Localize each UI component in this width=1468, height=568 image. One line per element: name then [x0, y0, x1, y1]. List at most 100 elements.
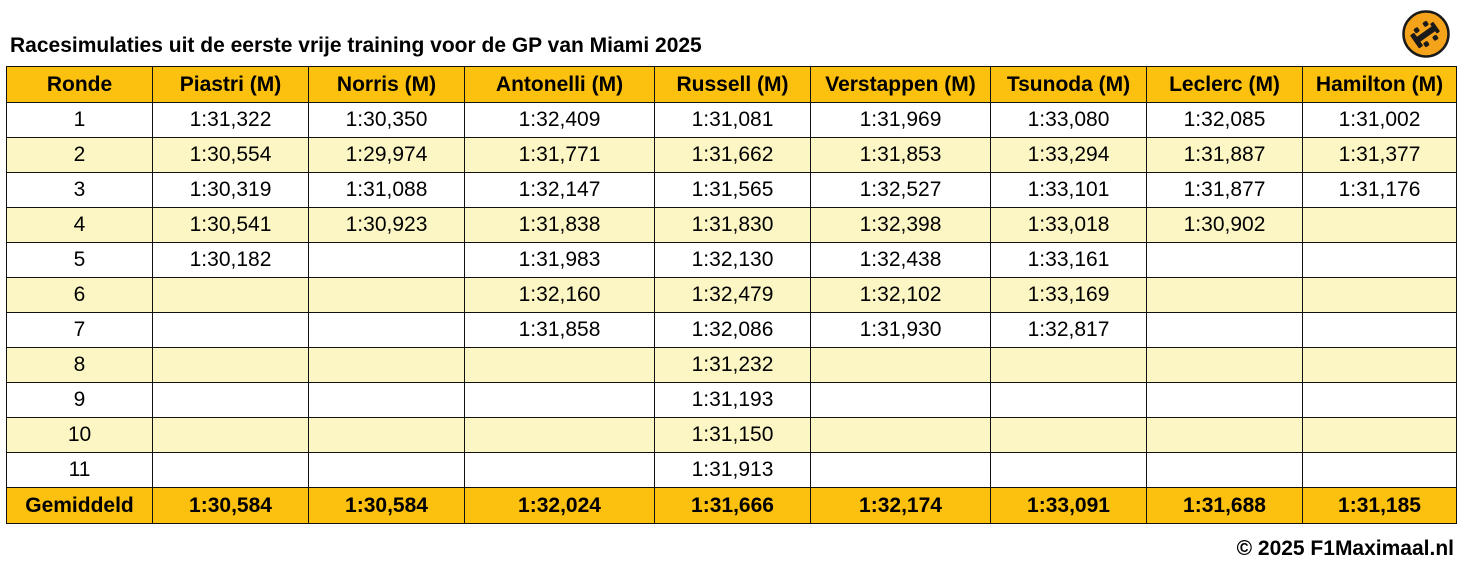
- table-row: 11 1:31,913: [6, 452, 1457, 488]
- lap-time-cell: 1:32,160: [464, 277, 655, 313]
- lap-number-cell: 5: [6, 242, 153, 278]
- lap-time-cell: [152, 452, 309, 488]
- average-row: Gemiddeld 1:30,584 1:30,584 1:32,024 1:31,66…: [6, 487, 1457, 524]
- lap-time-cell: [1146, 347, 1303, 383]
- lap-time-cell: 1:32,398: [810, 207, 991, 243]
- f1-car-badge-icon: [1402, 10, 1450, 58]
- lap-time-cell: 1:31,913: [654, 452, 811, 488]
- column-header-driver: Piastri (M): [152, 66, 309, 103]
- lap-time-cell: 1:31,150: [654, 417, 811, 453]
- lap-time-cell: 1:31,565: [654, 172, 811, 208]
- lap-time-cell: 1:32,817: [990, 312, 1147, 348]
- table-row: 4 1:30,541 1:30,923 1:31,838 1:31,830 1:32,39…: [6, 207, 1457, 243]
- average-time-cell: 1:30,584: [152, 487, 309, 524]
- lap-time-cell: 1:30,923: [308, 207, 465, 243]
- lap-time-cell: [1302, 312, 1457, 348]
- lap-number-cell: 7: [6, 312, 153, 348]
- copyright-notice: © 2025 F1Maximaal.nl: [1236, 537, 1454, 560]
- lap-time-cell: 1:31,322: [152, 102, 309, 138]
- lap-time-cell: [1302, 277, 1457, 313]
- lap-time-cell: 1:31,838: [464, 207, 655, 243]
- lap-time-cell: [1302, 207, 1457, 243]
- lap-number-cell: 6: [6, 277, 153, 313]
- lap-time-cell: 1:31,193: [654, 382, 811, 418]
- lap-time-cell: [990, 417, 1147, 453]
- lap-times-table: Ronde Piastri (M) Norris (M) Antonelli (M) R…: [6, 66, 1457, 524]
- table-row: 2 1:30,554 1:29,974 1:31,771 1:31,662 1:31,85…: [6, 137, 1457, 173]
- lap-time-cell: [990, 347, 1147, 383]
- average-time-cell: 1:32,024: [464, 487, 655, 524]
- lap-time-cell: 1:33,169: [990, 277, 1147, 313]
- lap-time-cell: [1302, 347, 1457, 383]
- lap-time-cell: 1:31,662: [654, 137, 811, 173]
- lap-time-cell: [308, 452, 465, 488]
- lap-time-cell: 1:31,088: [308, 172, 465, 208]
- lap-time-cell: [464, 452, 655, 488]
- table-row: 3 1:30,319 1:31,088 1:32,147 1:31,565 1:32,52…: [6, 172, 1457, 208]
- lap-time-cell: [1146, 242, 1303, 278]
- lap-time-cell: [1302, 242, 1457, 278]
- lap-time-cell: 1:31,930: [810, 312, 991, 348]
- column-header-driver: Russell (M): [654, 66, 811, 103]
- column-header-driver: Norris (M): [308, 66, 465, 103]
- lap-number-cell: 3: [6, 172, 153, 208]
- table-row: 6 1:32,160 1:32,479 1:32,102 1:33,169: [6, 277, 1457, 313]
- lap-number-cell: 4: [6, 207, 153, 243]
- page-title: Racesimulaties uit de eerste vrije train…: [10, 34, 702, 57]
- lap-time-cell: 1:32,527: [810, 172, 991, 208]
- lap-time-cell: [308, 382, 465, 418]
- lap-time-cell: 1:30,350: [308, 102, 465, 138]
- lap-time-cell: 1:33,080: [990, 102, 1147, 138]
- lap-time-cell: [464, 382, 655, 418]
- lap-time-cell: [1146, 382, 1303, 418]
- lap-time-cell: [308, 417, 465, 453]
- lap-time-cell: 1:32,085: [1146, 102, 1303, 138]
- lap-time-cell: [810, 417, 991, 453]
- lap-time-cell: 1:31,771: [464, 137, 655, 173]
- column-header-driver: Antonelli (M): [464, 66, 655, 103]
- lap-time-cell: 1:32,102: [810, 277, 991, 313]
- lap-time-cell: [152, 417, 309, 453]
- table-row: 9 1:31,193: [6, 382, 1457, 418]
- column-header-driver: Hamilton (M): [1302, 66, 1457, 103]
- lap-time-cell: [1146, 312, 1303, 348]
- lap-time-cell: 1:31,002: [1302, 102, 1457, 138]
- lap-time-cell: 1:31,176: [1302, 172, 1457, 208]
- lap-time-cell: 1:32,086: [654, 312, 811, 348]
- lap-time-cell: [990, 452, 1147, 488]
- lap-number-cell: 1: [6, 102, 153, 138]
- lap-time-cell: [810, 452, 991, 488]
- lap-time-cell: 1:30,554: [152, 137, 309, 173]
- table-row: 7 1:31,858 1:32,086 1:31,930 1:32,817: [6, 312, 1457, 348]
- column-header-driver: Verstappen (M): [810, 66, 991, 103]
- lap-time-cell: [1146, 277, 1303, 313]
- lap-time-cell: [1146, 452, 1303, 488]
- lap-time-cell: [1302, 417, 1457, 453]
- average-time-cell: 1:31,688: [1146, 487, 1303, 524]
- lap-time-cell: 1:32,130: [654, 242, 811, 278]
- lap-time-cell: [152, 382, 309, 418]
- lap-time-cell: [308, 312, 465, 348]
- lap-time-cell: 1:30,902: [1146, 207, 1303, 243]
- lap-time-cell: 1:31,377: [1302, 137, 1457, 173]
- lap-time-cell: 1:31,853: [810, 137, 991, 173]
- average-label-cell: Gemiddeld: [6, 487, 153, 524]
- lap-time-cell: 1:31,081: [654, 102, 811, 138]
- average-time-cell: 1:33,091: [990, 487, 1147, 524]
- lap-time-cell: 1:32,409: [464, 102, 655, 138]
- average-time-cell: 1:31,666: [654, 487, 811, 524]
- lap-time-cell: 1:31,858: [464, 312, 655, 348]
- lap-time-cell: [152, 312, 309, 348]
- lap-time-cell: [810, 347, 991, 383]
- column-header-ronde: Ronde: [6, 66, 153, 103]
- column-header-driver: Tsunoda (M): [990, 66, 1147, 103]
- lap-time-cell: 1:30,541: [152, 207, 309, 243]
- lap-number-cell: 2: [6, 137, 153, 173]
- lap-time-cell: 1:32,479: [654, 277, 811, 313]
- lap-time-cell: [1302, 382, 1457, 418]
- lap-time-cell: 1:33,294: [990, 137, 1147, 173]
- lap-time-cell: 1:30,182: [152, 242, 309, 278]
- lap-number-cell: 10: [6, 417, 153, 453]
- table-row: 8 1:31,232: [6, 347, 1457, 383]
- lap-number-cell: 11: [6, 452, 153, 488]
